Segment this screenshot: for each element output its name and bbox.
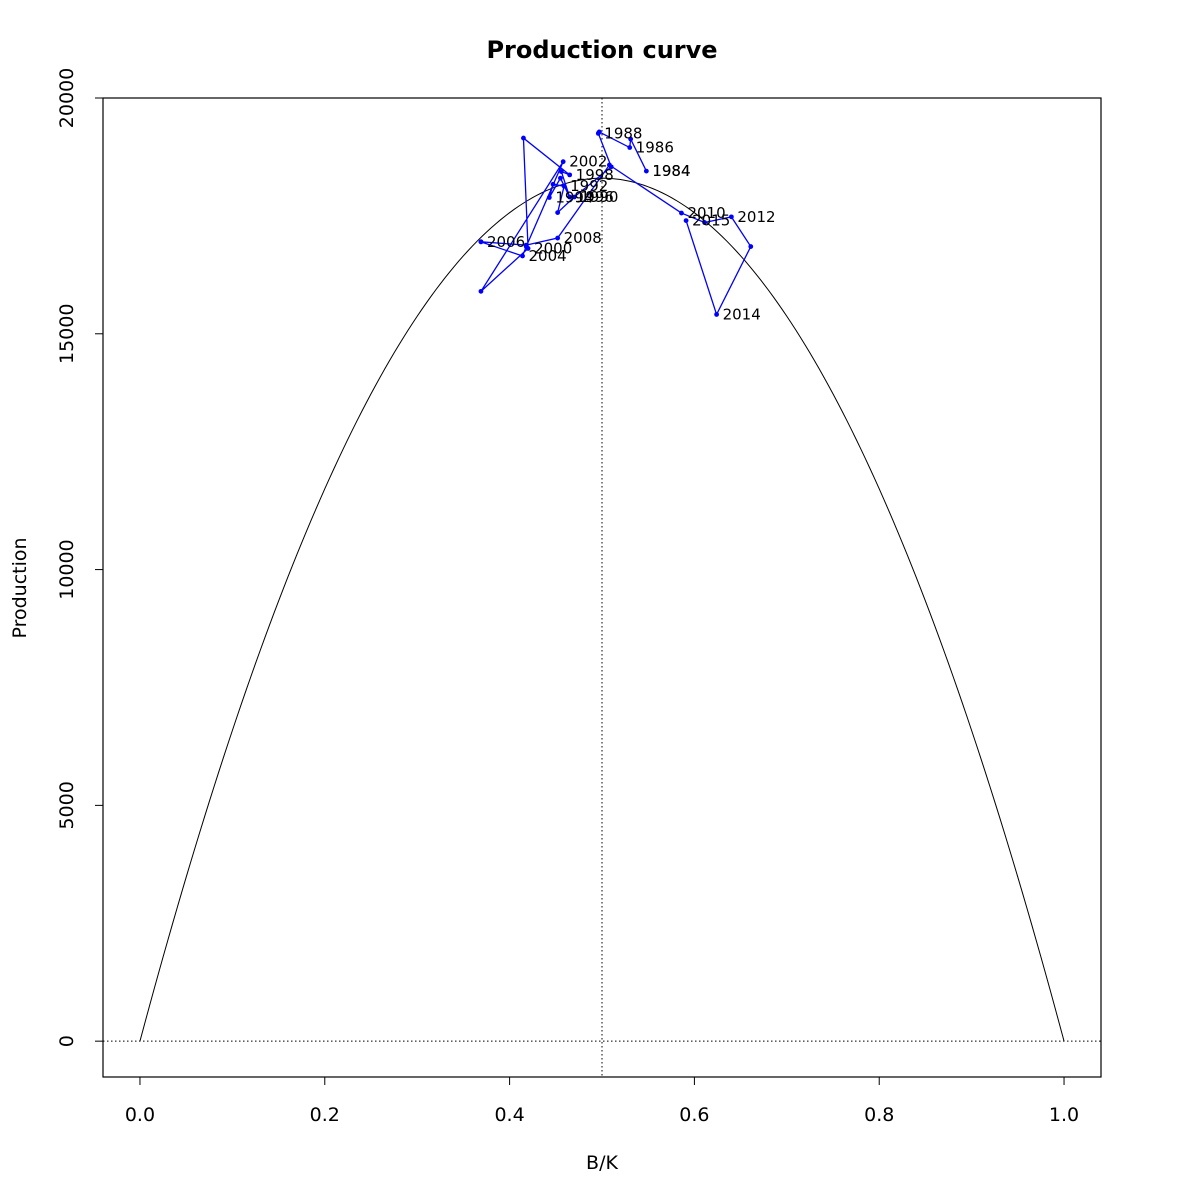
x-tick-label: 0.8 (864, 1104, 894, 1126)
y-tick-label: 0 (56, 1035, 78, 1047)
x-tick-label: 1.0 (1049, 1104, 1079, 1126)
trajectory-point-1995 (558, 175, 563, 181)
y-tick-label: 20000 (56, 68, 78, 128)
trajectory-point-1999 (521, 135, 526, 141)
trajectory-point-2013 (748, 244, 754, 249)
trajectory-point-2011 (702, 220, 707, 225)
trajectory-point-2006 (478, 239, 484, 245)
x-tick-label: 0.6 (679, 1104, 709, 1126)
point-label: 1984 (652, 162, 690, 180)
trajectory-point-1993 (550, 181, 556, 187)
point-label: 1984 (652, 162, 690, 180)
trajectory-point-2002 (560, 159, 566, 165)
trajectory-point-1998 (567, 172, 573, 178)
trajectory-point-2004 (520, 253, 525, 259)
reference-lines (103, 98, 1101, 1077)
production-curve-line (139, 177, 1065, 1042)
point-label: 2004 (529, 247, 567, 265)
point-label: 1988 (604, 124, 642, 142)
x-tick-label: 0.4 (494, 1104, 524, 1126)
y-tick-label: 5000 (56, 781, 78, 829)
trajectory-point-2007 (523, 242, 529, 248)
point-label: 2002 (569, 153, 607, 171)
point-label: 2008 (564, 229, 602, 247)
trajectory-point-2012 (728, 214, 734, 220)
trajectory-point-1985 (628, 136, 634, 142)
y-axis: 0 5000 10000 15000 20000 (56, 68, 104, 1047)
trajectory-point-1986 (627, 145, 633, 150)
trajectory-point-1992 (561, 183, 567, 189)
trajectory-point-2010 (679, 210, 684, 216)
point-label: 1998 (576, 166, 614, 184)
x-axis: 0.0 0.2 0.4 0.6 0.8 1.0 (125, 1076, 1079, 1126)
y-tick-label: 15000 (56, 304, 78, 364)
point-label: 2006 (487, 233, 525, 251)
x-axis-label: B/K (586, 1152, 618, 1174)
point-label-layer: 1984198419861988199019921994199619982000… (487, 124, 776, 323)
trajectory-point-1994 (546, 195, 552, 200)
trajectory-point-1984 (643, 168, 649, 174)
trajectory-point-1991 (555, 210, 561, 215)
point-label: 1996 (576, 188, 614, 206)
point-label: 1994 (555, 189, 593, 207)
trajectory-point-2015 (683, 218, 689, 224)
trajectory-point-2008 (555, 235, 561, 241)
trajectory-layer (478, 129, 754, 317)
point-label: 2014 (723, 305, 761, 323)
trajectory-point-1997 (558, 169, 564, 174)
trajectory-point-2009 (606, 162, 612, 168)
point-label: 2015 (692, 212, 730, 230)
y-axis-label: Production (9, 537, 31, 638)
trajectory-point-2014 (714, 312, 719, 317)
y-tick-label: 10000 (56, 539, 78, 599)
trajectory-point-1996 (567, 194, 573, 200)
trajectory-point-2001 (478, 288, 484, 294)
point-label: 1986 (636, 139, 674, 157)
trajectory-point-1988 (595, 130, 601, 136)
production-curve-layer (139, 177, 1065, 1042)
point-label: 1990 (580, 188, 618, 206)
chart-title: Production curve (486, 36, 717, 64)
x-tick-label: 0.2 (310, 1104, 340, 1126)
trajectory-point-1990 (571, 194, 577, 200)
point-label: 2000 (534, 239, 572, 257)
x-tick-label: 0.0 (125, 1104, 155, 1126)
point-label: 2012 (737, 208, 775, 226)
point-label: 1992 (570, 177, 608, 195)
point-label: 2010 (687, 204, 725, 222)
